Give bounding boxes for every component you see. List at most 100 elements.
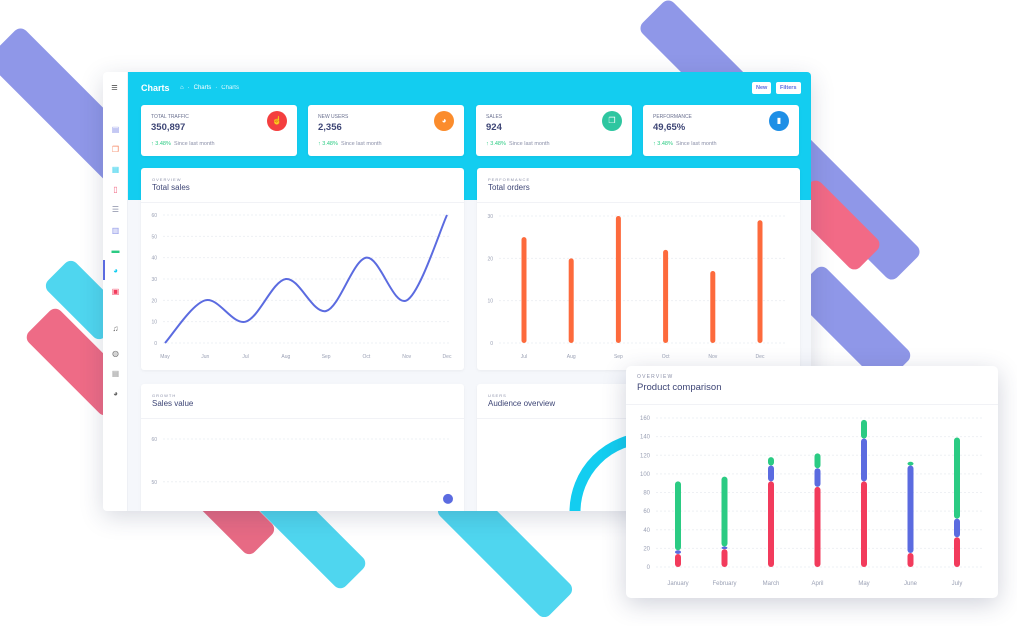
x-tick-label: May xyxy=(160,354,170,360)
stacked-bar-segment xyxy=(907,553,914,567)
x-tick-label: Sep xyxy=(614,354,623,360)
x-tick-label: Sep xyxy=(322,354,331,360)
pie-chart-icon[interactable]: ◕ xyxy=(113,266,118,275)
y-tick-label: 10 xyxy=(487,299,493,305)
stacked-bar-segment xyxy=(814,468,821,487)
total-sales-chart: 0 10 20 30 40 50 60 May Jun Jul Aug Sep Oct Nov Dec xyxy=(151,213,452,360)
y-tick-label: 60 xyxy=(151,213,157,219)
x-tick-label: January xyxy=(667,581,688,587)
order-bar xyxy=(663,249,669,343)
card-title: Product comparison xyxy=(637,382,722,393)
home-icon[interactable]: ⌂ xyxy=(180,85,184,91)
list-icon[interactable]: ☰ xyxy=(111,205,120,214)
file-icon[interactable]: ▯ xyxy=(113,185,118,194)
arrow-up-icon: ↑ xyxy=(653,141,658,147)
card-title: Sales value xyxy=(152,399,194,408)
y-tick-label: 30 xyxy=(151,277,157,283)
breadcrumb-item: Charts xyxy=(221,85,239,91)
stacked-bar-segment xyxy=(954,518,960,538)
breadcrumb: ⌂ · Charts · Charts xyxy=(180,85,239,91)
stat-label: Performance xyxy=(653,114,692,120)
arrow-up-icon: ↑ xyxy=(486,141,491,147)
stacked-bar-segment xyxy=(861,419,867,439)
stacked-bar-segment xyxy=(675,553,681,567)
order-bar xyxy=(615,216,621,343)
y-tick-label: 0 xyxy=(154,341,157,347)
total-orders-chart: 0 10 20 30 Jul Aug Sep Oct Nov Dec xyxy=(487,214,787,360)
total-sales-card: OVERVIEW Total sales 0 10 20 30 40 50 60 May Jun… xyxy=(141,168,464,370)
x-tick-label: February xyxy=(712,581,736,587)
stacked-bar-segment xyxy=(675,481,681,551)
stacked-bar-segment xyxy=(675,550,681,554)
total-orders-card: PERFORMANCE Total orders 0 10 20 30 Jul Aug Se… xyxy=(477,168,800,370)
x-tick-label: April xyxy=(811,581,823,587)
card-overline: OVERVIEW xyxy=(152,177,182,182)
grid-icon[interactable]: ▦ xyxy=(111,165,120,174)
y-tick-label: 140 xyxy=(640,435,651,441)
stacked-bar-segment xyxy=(907,461,914,466)
sidebar: ≡ ▤ ❐ ▦ ▯ ☰ ▥ ▬ ◕ ▣ ♫ ◍ ▦ ◕ xyxy=(103,72,128,511)
stacked-bar-segment xyxy=(814,486,821,567)
y-tick-label: 50 xyxy=(151,480,157,486)
stat-change: ↑ 3.48% Since last month xyxy=(318,141,382,147)
pie-chart-icon: ◕ xyxy=(434,111,454,131)
new-button[interactable]: New xyxy=(752,82,772,94)
stacked-bar-segment xyxy=(768,457,774,466)
x-tick-label: Aug xyxy=(281,354,290,360)
stat-label: Total traffic xyxy=(151,114,189,120)
y-tick-label: 40 xyxy=(643,528,650,534)
x-tick-label: Dec xyxy=(756,354,765,360)
stacked-bar-segment xyxy=(721,476,728,547)
stacked-bar-segment xyxy=(907,465,914,554)
y-tick-label: 120 xyxy=(640,453,651,459)
x-tick-label: Jul xyxy=(521,354,527,360)
card-overline: GROWTH xyxy=(152,393,177,398)
y-tick-label: 50 xyxy=(151,234,157,240)
x-tick-label: March xyxy=(763,581,780,587)
scatter-point xyxy=(443,493,453,504)
palette-icon[interactable]: ◍ xyxy=(112,349,119,358)
x-tick-label: Oct xyxy=(363,354,371,360)
filters-button[interactable]: Filters xyxy=(776,82,801,94)
bar-chart-icon: ▮ xyxy=(769,111,789,131)
stat-change: ↑ 3.48% Since last month xyxy=(653,141,717,147)
x-tick-label: Aug xyxy=(567,354,576,360)
x-tick-label: June xyxy=(904,581,918,587)
y-tick-label: 60 xyxy=(151,437,157,443)
stacked-bar-segment xyxy=(861,481,867,567)
map-icon[interactable]: ▥ xyxy=(111,226,120,235)
x-tick-label: Jun xyxy=(201,354,209,360)
y-tick-label: 30 xyxy=(487,214,493,220)
stat-card: Performance 49,65% ▮ ↑ 3.48% Since last … xyxy=(643,105,799,156)
y-tick-label: 20 xyxy=(643,546,650,552)
product-comparison-chart: 0 20 40 60 80 100 120 140 160 January February Marc… xyxy=(640,416,982,587)
grid-icon[interactable]: ▦ xyxy=(111,369,120,378)
music-icon[interactable]: ♫ xyxy=(112,324,119,333)
pie-chart-icon[interactable]: ◕ xyxy=(113,389,118,398)
menu-icon[interactable]: ≡ xyxy=(111,82,118,94)
order-bar xyxy=(710,271,716,343)
lock-icon[interactable]: ▬ xyxy=(111,246,120,255)
sales-line xyxy=(164,214,448,344)
copy-icon[interactable]: ❐ xyxy=(111,145,120,154)
calendar-icon[interactable]: ▣ xyxy=(111,287,120,296)
arrow-up-icon: ↑ xyxy=(151,141,156,147)
hand-pointer-icon: ☝ xyxy=(267,111,287,131)
y-tick-label: 160 xyxy=(640,416,651,422)
layout-icon[interactable]: ▤ xyxy=(111,125,120,134)
stacked-bar-segment xyxy=(954,537,960,567)
stacked-bar-segment xyxy=(954,437,960,519)
card-overline: OVERVIEW xyxy=(637,374,674,380)
arrow-up-icon: ↑ xyxy=(318,141,323,147)
stat-label: Sales xyxy=(486,114,503,120)
stat-change: ↑ 3.48% Since last month xyxy=(486,141,550,147)
x-tick-label: Nov xyxy=(402,354,411,360)
breadcrumb-item[interactable]: Charts xyxy=(193,85,212,91)
stat-value: 2,356 xyxy=(318,122,342,133)
x-tick-label: Oct xyxy=(662,354,670,360)
y-tick-label: 0 xyxy=(647,565,651,571)
copy-icon: ❐ xyxy=(602,111,622,131)
stacked-bar-segment xyxy=(861,438,867,482)
x-tick-label: May xyxy=(858,581,869,587)
